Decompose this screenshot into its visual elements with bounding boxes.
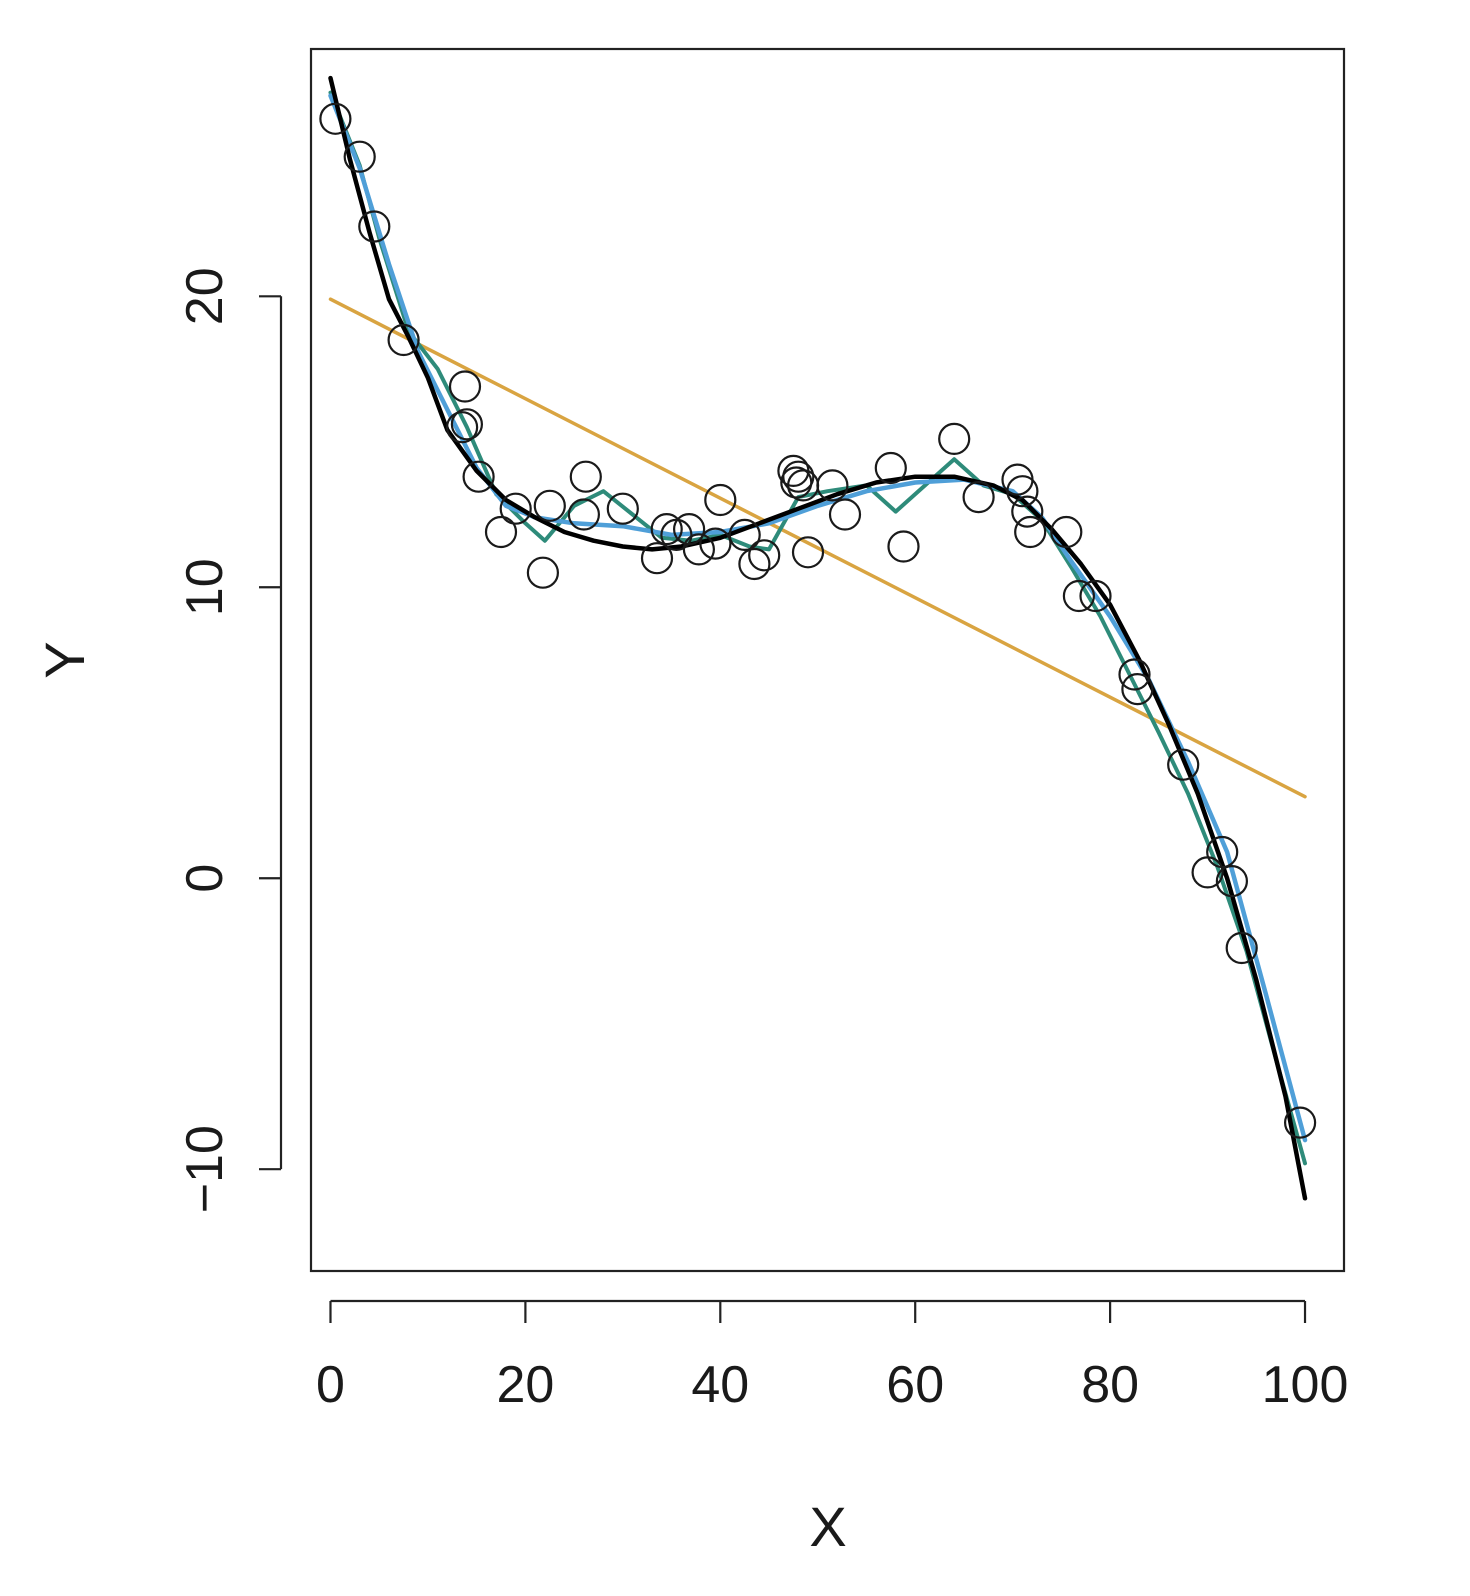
y-tick-label: 0 <box>176 864 234 893</box>
data-point <box>887 530 920 563</box>
x-tick-label: 40 <box>691 1356 749 1414</box>
data-point <box>462 460 495 493</box>
data-point <box>606 492 639 525</box>
data-point <box>533 489 566 522</box>
data-point <box>526 556 560 589</box>
data-point <box>1215 864 1249 898</box>
data-point <box>1167 748 1200 781</box>
x-axis: 0 20 40 60 80 100 <box>316 1299 1349 1414</box>
data-point <box>387 323 420 357</box>
data-point <box>450 408 483 441</box>
data-point <box>1283 1106 1317 1139</box>
data-point <box>738 547 771 581</box>
data-point <box>704 483 737 517</box>
data-point <box>828 498 862 531</box>
x-tick-label: 100 <box>1262 1356 1349 1414</box>
plot-frame <box>309 47 1346 1273</box>
data-point <box>569 460 602 493</box>
data-point <box>699 527 732 560</box>
data-point <box>791 536 825 569</box>
series-line-cubic-fit <box>328 75 1308 1201</box>
y-tick-label: 10 <box>176 558 234 616</box>
data-point <box>728 518 761 552</box>
data-point <box>358 210 391 243</box>
data-point <box>319 102 352 135</box>
data-point <box>1050 515 1083 549</box>
data-point <box>484 515 518 549</box>
x-tick-label: 0 <box>316 1356 345 1414</box>
data-point <box>1011 495 1044 528</box>
data-point <box>640 542 674 575</box>
data-point <box>672 512 706 546</box>
data-point <box>748 539 781 572</box>
data-point <box>567 498 601 531</box>
y-tick-label: −10 <box>176 1125 234 1213</box>
data-point <box>1006 475 1039 508</box>
data-point <box>874 451 907 485</box>
data-point <box>1079 579 1112 613</box>
x-tick-label: 60 <box>886 1356 944 1414</box>
data-point <box>1118 658 1151 691</box>
x-axis-title: X <box>809 1495 846 1558</box>
data-point <box>448 370 482 403</box>
data-point <box>343 140 376 173</box>
data-point <box>938 422 971 455</box>
y-axis: −10 0 10 20 <box>176 267 283 1213</box>
data-point <box>780 466 813 499</box>
data-point <box>499 492 532 525</box>
x-tick-label: 20 <box>496 1356 554 1414</box>
x-tick-label: 80 <box>1081 1356 1139 1414</box>
data-point <box>816 469 849 502</box>
y-axis-title: Y <box>33 641 96 678</box>
data-point <box>1225 931 1258 965</box>
data-point <box>1062 579 1096 613</box>
data-point <box>962 481 995 514</box>
data-point <box>650 512 683 546</box>
data-point <box>1014 515 1047 549</box>
series-line-linear-fit <box>328 297 1307 799</box>
y-tick-label: 20 <box>176 267 234 325</box>
data-points <box>319 102 1317 1139</box>
data-point <box>682 533 716 566</box>
data-point <box>1206 835 1239 869</box>
data-point <box>1121 672 1154 706</box>
data-point <box>446 411 479 444</box>
